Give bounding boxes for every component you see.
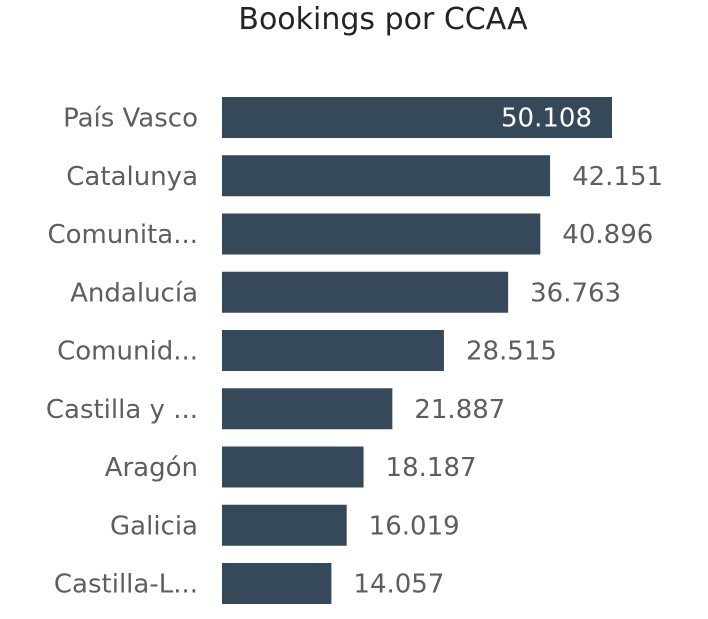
value-label: 28.515 (466, 337, 557, 367)
category-label: Andalucía (70, 278, 198, 308)
bar[interactable] (222, 563, 332, 604)
bar[interactable] (222, 504, 347, 546)
value-label: 18.187 (386, 453, 477, 483)
category-label: Comunita... (48, 220, 199, 250)
value-label: 21.887 (414, 395, 505, 425)
bar[interactable] (222, 330, 444, 371)
bar[interactable] (222, 446, 364, 488)
bar[interactable] (222, 388, 393, 430)
bar[interactable] (222, 271, 509, 313)
value-label: 50.108 (501, 104, 592, 134)
chart-title: Bookings por CCAA (238, 2, 528, 37)
value-label: 36.763 (530, 278, 621, 308)
value-label: 42.151 (572, 162, 663, 192)
bar[interactable] (222, 213, 541, 255)
value-label: 40.896 (562, 220, 653, 250)
value-label: 16.019 (369, 511, 460, 541)
category-label: Galicia (110, 511, 198, 541)
value-label: 14.057 (353, 570, 444, 600)
category-label: Comunid... (57, 337, 198, 367)
category-label: País Vasco (63, 104, 198, 134)
category-label: Castilla y ... (46, 395, 198, 425)
category-label: Aragón (105, 453, 198, 483)
category-label: Castilla-L... (54, 570, 198, 600)
bar[interactable] (222, 97, 612, 138)
category-label: Catalunya (66, 162, 198, 192)
bar[interactable] (222, 155, 551, 197)
